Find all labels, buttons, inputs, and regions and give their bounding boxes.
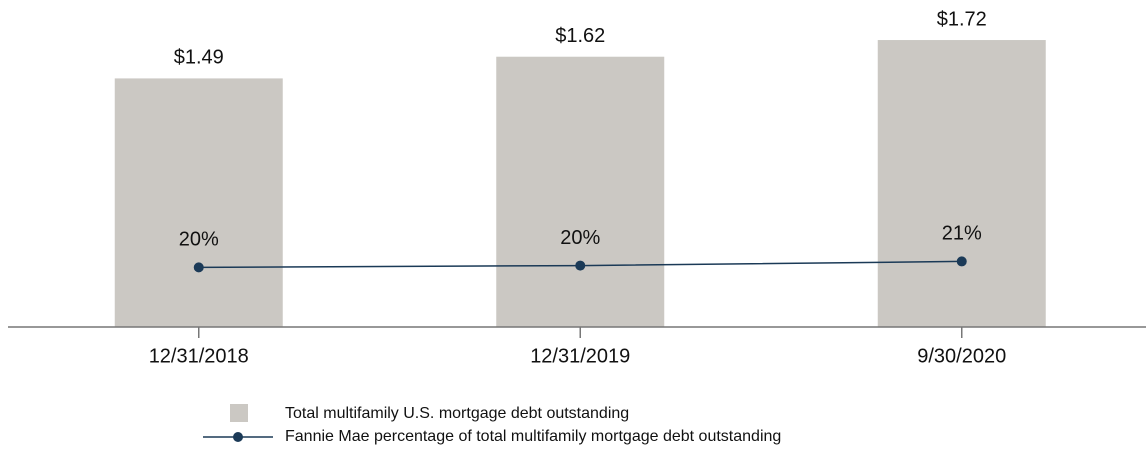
bar-value-label: $1.72 (937, 8, 987, 30)
line-point (575, 260, 586, 271)
x-tick-label: 12/31/2019 (530, 345, 630, 367)
line-point (956, 256, 967, 267)
bar (114, 78, 283, 327)
bar-value-label: $1.49 (174, 47, 224, 69)
x-tick-label: 9/30/2020 (917, 345, 1006, 367)
legend-label: Total multifamily U.S. mortgage debt out… (285, 405, 629, 422)
legend-label: Fannie Mae percentage of total multifami… (285, 428, 781, 445)
line-value-label: 21% (942, 223, 982, 245)
line-point (193, 262, 204, 273)
bar-value-label: $1.62 (555, 25, 605, 47)
legend-swatch (230, 404, 248, 422)
x-tick-label: 12/31/2018 (149, 345, 249, 367)
bar (496, 56, 665, 327)
line-value-label: 20% (179, 229, 219, 251)
line-value-label: 20% (560, 227, 600, 249)
legend-dot (233, 432, 243, 442)
bar (877, 40, 1046, 328)
